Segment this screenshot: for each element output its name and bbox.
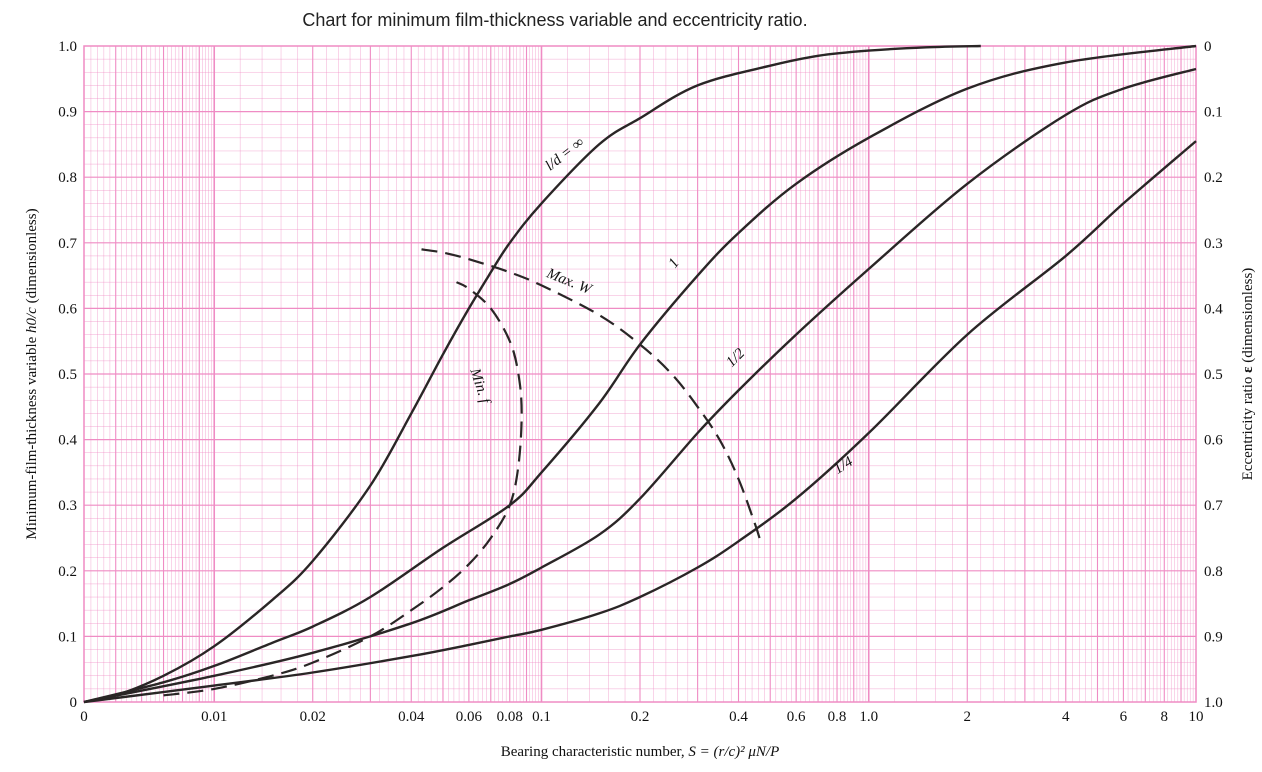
y-axis-label: Minimum-film-thickness variable h0/c (di…: [24, 208, 40, 539]
y2-tick-label: 0.2: [1204, 170, 1223, 186]
curve-label-5: Min. f: [466, 365, 493, 407]
y-tick-label: 0.8: [58, 170, 77, 186]
x-tick-label: 0.01: [201, 709, 227, 725]
x-tick-label: 0.4: [729, 709, 748, 725]
x-tick-label: 0.04: [398, 709, 425, 725]
y-tick-label: 0.1: [58, 629, 77, 645]
plot-frame: [83, 45, 1197, 703]
chart-title: Chart for minimum film-thickness variabl…: [302, 10, 807, 30]
y-tick-label: 0.2: [58, 564, 77, 580]
y2-tick-label: 0: [1204, 39, 1212, 55]
x-tick-label: 10: [1189, 709, 1204, 725]
curve-layer: [83, 44, 1197, 704]
x-tick-label: 4: [1062, 709, 1070, 725]
x-tick-label: 0.6: [787, 709, 806, 725]
x-tick-label: 8: [1161, 709, 1169, 725]
x-tick-label: 0.8: [828, 709, 847, 725]
x-tick-label: 1.0: [859, 709, 878, 725]
series-line-1: [83, 44, 1197, 704]
series-line-5: [163, 281, 523, 697]
x-tick-label: 0.1: [532, 709, 551, 725]
y2-tick-label: 1.0: [1204, 695, 1223, 711]
curve-label-2: 1/2: [723, 345, 748, 370]
y-tick-label: 0: [70, 695, 78, 711]
x-axis-label: Bearing characteristic number, S = (r/c)…: [501, 744, 780, 760]
y2-tick-label: 0.4: [1204, 301, 1223, 317]
series-line-3: [83, 140, 1197, 704]
y-tick-label: 1.0: [58, 39, 77, 55]
y2-tick-label: 0.7: [1204, 498, 1223, 514]
y-tick-label: 0.3: [58, 498, 77, 514]
x-tick-label: 0.08: [497, 709, 523, 725]
curve-label-4: Max. W: [543, 265, 595, 298]
y2-tick-label: 0.3: [1204, 236, 1223, 252]
x-tick-label: 6: [1120, 709, 1128, 725]
curve-label-3: 1/4: [831, 454, 856, 478]
x-tick-label: 2: [964, 709, 972, 725]
y-tick-label: 0.6: [58, 301, 77, 317]
x-tick-label: 0: [80, 709, 88, 725]
y2-tick-label: 0.6: [1204, 433, 1223, 449]
y2-tick-label: 0.8: [1204, 564, 1223, 580]
major-grid: [84, 46, 1196, 702]
series-line-4: [421, 248, 763, 545]
series-line-0: [83, 44, 981, 704]
y-tick-label: 0.7: [58, 236, 77, 252]
y-tick-label: 0.4: [58, 433, 77, 449]
x-tick-label: 0.06: [456, 709, 483, 725]
curve-label-0: l/d = ∞: [543, 134, 588, 174]
y2-tick-label: 0.9: [1204, 629, 1223, 645]
series-line-2: [83, 67, 1197, 704]
y2-tick-labels: 1.0 0.9 0.8 0.7 0.6 0.5 0.4 0.3 0.2 0.1 0: [1204, 39, 1223, 711]
y2-tick-label: 0.1: [1204, 105, 1223, 121]
x-tick-label: 0.02: [300, 709, 326, 725]
y-tick-label: 0.5: [58, 367, 77, 383]
x-tick-labels: 0 0.01 0.02 0.04 0.06 0.08 0.1 0.2 0.4 0.6 0.8 1.0 2…: [80, 709, 1203, 725]
y2-tick-label: 0.5: [1204, 367, 1223, 383]
y-tick-label: 0.9: [58, 105, 77, 121]
y-tick-labels: 0 0.1 0.2 0.3 0.4 0.5 0.6 0.7 0.8 0.9 1.0: [58, 39, 77, 711]
y2-axis-label: Eccentricity ratio ε (dimensionless): [1240, 268, 1256, 481]
x-tick-label: 0.2: [631, 709, 650, 725]
